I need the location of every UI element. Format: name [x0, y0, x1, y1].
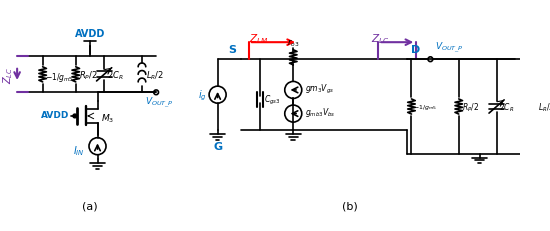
- Text: AVDD: AVDD: [75, 29, 105, 39]
- Text: $I_{IN}$: $I_{IN}$: [73, 143, 84, 157]
- Text: S: S: [228, 45, 236, 55]
- Text: AVDD: AVDD: [41, 110, 69, 119]
- Text: $R_P/2$: $R_P/2$: [79, 69, 97, 81]
- Text: $V_{OUT\_P}$: $V_{OUT\_P}$: [145, 95, 173, 109]
- Text: $-1/g_{m5}$: $-1/g_{m5}$: [46, 70, 74, 83]
- Text: $2C_R$: $2C_R$: [499, 101, 515, 113]
- Text: $-1/g_{m5}$: $-1/g_{m5}$: [414, 103, 437, 112]
- Text: $Z_{LC}$: $Z_{LC}$: [2, 66, 15, 84]
- Text: $i_g$: $i_g$: [197, 88, 206, 102]
- Text: $gm_3 V_{gs}$: $gm_3 V_{gs}$: [305, 82, 334, 95]
- Text: $r_{o3}$: $r_{o3}$: [287, 37, 299, 49]
- Text: $g_{mb3}V_{bs}$: $g_{mb3}V_{bs}$: [305, 106, 335, 119]
- Text: (a): (a): [82, 201, 98, 211]
- Text: $2C_R$: $2C_R$: [107, 69, 124, 81]
- Text: $V_{OUT\_P}$: $V_{OUT\_P}$: [435, 41, 464, 55]
- Text: (b): (b): [342, 201, 358, 211]
- Circle shape: [73, 115, 76, 118]
- Text: $R_P/2$: $R_P/2$: [461, 101, 478, 113]
- Text: $Z_{LC}$: $Z_{LC}$: [371, 32, 389, 46]
- Text: D: D: [411, 45, 421, 55]
- Text: $Z_{LM}$: $Z_{LM}$: [249, 32, 268, 46]
- Text: $L_R/2$: $L_R/2$: [538, 101, 550, 113]
- Text: G: G: [213, 142, 222, 152]
- Text: $M_3$: $M_3$: [101, 112, 114, 125]
- Text: $C_{gs3}$: $C_{gs3}$: [264, 94, 280, 106]
- Text: $L_R/2$: $L_R/2$: [146, 69, 164, 81]
